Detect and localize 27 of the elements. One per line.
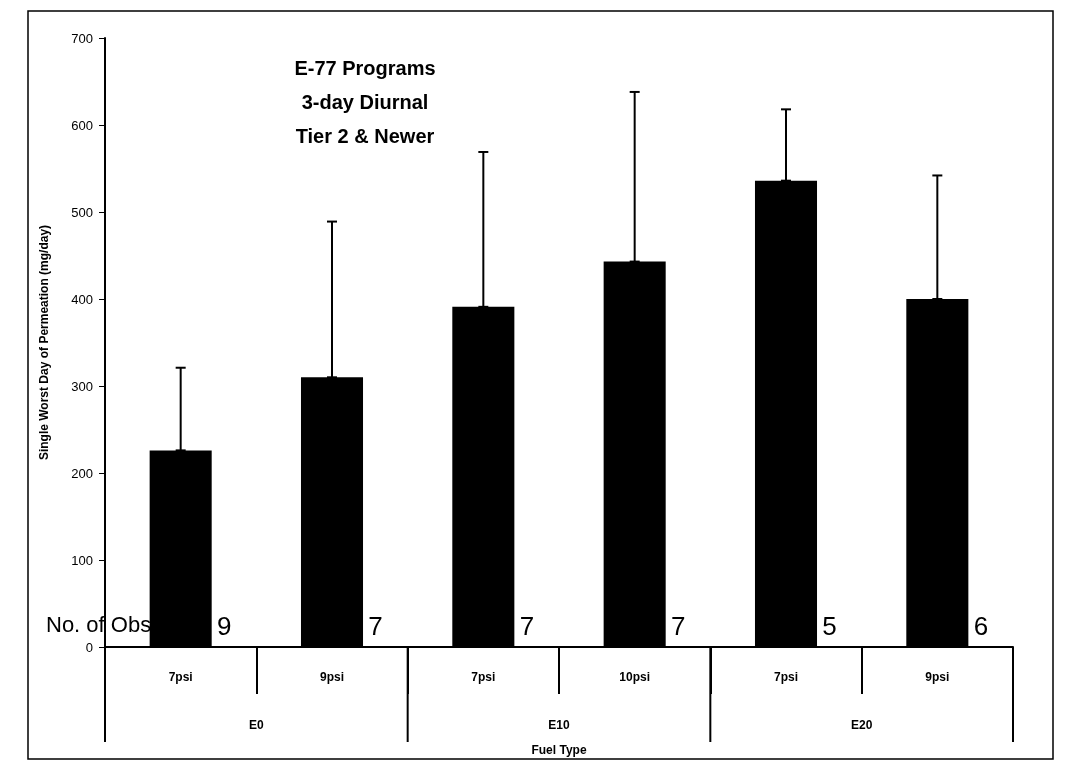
x-tick-label: 7psi	[773, 670, 799, 684]
text: E10	[548, 718, 570, 732]
annotation: No. of Obs	[46, 611, 152, 637]
x-tick-label: 7psi	[168, 670, 193, 684]
y-tick-label: 100	[71, 552, 93, 568]
y-tick-label: 500	[71, 204, 93, 220]
y-tick-label: 0	[85, 639, 93, 655]
y-tick-label: 300	[71, 378, 93, 394]
y-tick-label: 400	[71, 291, 93, 307]
text: E-77 Programs 3-day Diurnal Tier 2 & Newer	[294, 57, 436, 147]
x-tick-label: 9psi	[925, 670, 950, 684]
y-tick-label: 200	[71, 465, 93, 481]
x-tick-label: 10psi	[619, 670, 651, 684]
annotation: 7	[368, 611, 383, 641]
annotation: 5	[822, 611, 837, 641]
y-axis-title: Single Worst Day of Permeation (mg/day)	[37, 224, 51, 461]
x-axis-title: Fuel Type	[531, 743, 587, 757]
annotation: 6	[973, 611, 989, 641]
text: E0	[248, 718, 264, 732]
y-tick-label: 700	[71, 30, 93, 46]
annotation: 9	[216, 611, 232, 641]
annotation: 7	[670, 611, 686, 641]
y-tick-label: 600	[71, 117, 93, 133]
annotation: 7	[519, 611, 535, 641]
text: E20	[850, 718, 873, 732]
x-tick-label: 9psi	[319, 670, 345, 684]
x-tick-label: 7psi	[471, 670, 496, 684]
